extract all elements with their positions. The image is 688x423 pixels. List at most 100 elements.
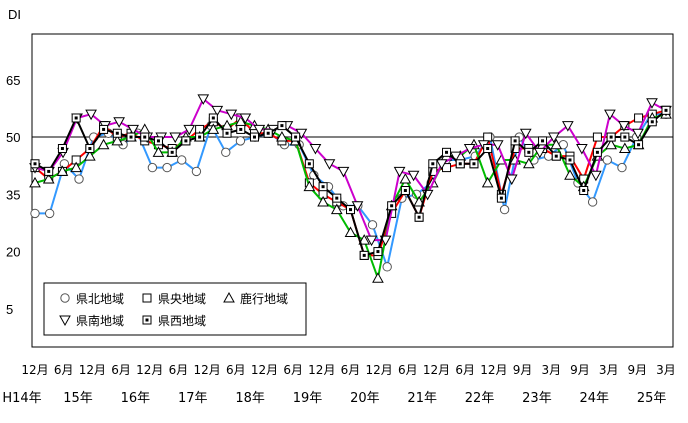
legend-marker xyxy=(59,315,71,327)
data-point xyxy=(30,159,40,169)
x-year-label: 20年 xyxy=(350,391,380,406)
data-point xyxy=(505,174,518,186)
data-point xyxy=(99,124,109,134)
data-point xyxy=(358,234,371,245)
data-point xyxy=(303,180,316,192)
x-year-tick-labels: H14年15年16年17年18年19年20年21年22年23年24年25年26年 xyxy=(2,391,666,406)
data-point xyxy=(365,235,378,247)
data-point xyxy=(181,136,191,146)
data-point xyxy=(97,138,110,150)
data-point xyxy=(57,144,67,154)
data-point xyxy=(263,128,273,138)
data-point xyxy=(399,173,412,184)
data-point xyxy=(276,131,288,142)
data-point xyxy=(183,124,196,136)
data-point xyxy=(330,203,343,215)
legend-marker xyxy=(142,293,152,303)
x-month-label: 12月 xyxy=(193,363,220,377)
legend-item: 県北地域 xyxy=(60,292,124,306)
data-point xyxy=(538,136,548,146)
y-tick-label: 5 xyxy=(6,302,13,317)
data-point xyxy=(428,159,438,169)
data-point xyxy=(167,147,177,157)
data-point xyxy=(152,146,165,157)
data-point xyxy=(323,159,336,170)
x-year-label: 19年 xyxy=(293,391,323,406)
legend-item: 県央地域 xyxy=(142,292,206,306)
data-point xyxy=(126,132,136,142)
data-point xyxy=(197,94,210,105)
data-point xyxy=(207,123,220,134)
data-point xyxy=(211,105,224,117)
legend-label: 県北地域 xyxy=(76,292,124,306)
data-point xyxy=(85,144,95,154)
data-point xyxy=(435,159,448,170)
x-year-label: 21年 xyxy=(407,391,437,406)
legend-label: 県南地域 xyxy=(76,313,124,328)
data-point xyxy=(561,121,574,132)
legend-marker xyxy=(142,315,152,325)
data-point xyxy=(84,150,96,161)
x-month-tick-labels: 12月 6月 12月 6月 12月 6月 12月 6月 12月 6月 12月 6月 12月 6月 12月 6月… xyxy=(21,363,675,377)
x-month-label: 9月 xyxy=(570,363,590,377)
data-point xyxy=(44,166,54,176)
data-point xyxy=(469,159,479,169)
data-point xyxy=(400,186,410,195)
x-month-label: 12月 xyxy=(136,363,163,377)
data-point xyxy=(522,157,535,169)
data-point xyxy=(565,155,575,165)
data-point xyxy=(579,186,589,195)
data-point xyxy=(71,113,81,123)
data-point xyxy=(318,182,328,192)
data-point xyxy=(510,136,520,146)
data-point xyxy=(387,201,397,211)
data-point xyxy=(491,140,504,151)
data-point xyxy=(550,138,563,150)
data-point xyxy=(587,197,598,207)
data-point xyxy=(153,136,163,146)
plot-area xyxy=(31,33,674,348)
x-month-label: 3月 xyxy=(541,363,561,377)
data-point xyxy=(239,113,252,125)
data-point xyxy=(379,235,392,247)
data-point xyxy=(442,147,452,157)
data-point xyxy=(56,165,69,176)
legend-item: 鹿行地域 xyxy=(223,291,288,306)
data-point xyxy=(592,132,602,142)
data-point xyxy=(147,162,158,173)
data-point xyxy=(564,169,576,180)
data-point xyxy=(547,132,560,144)
y-tick-labels: 5 20 35 50 65 xyxy=(6,73,20,317)
data-point xyxy=(606,132,616,142)
data-point xyxy=(169,132,182,144)
legend-label: 鹿行地域 xyxy=(240,291,288,306)
data-point xyxy=(373,247,383,257)
data-point xyxy=(42,173,55,184)
x-year-label: 16年 xyxy=(121,391,151,406)
data-point xyxy=(309,144,322,155)
data-point xyxy=(519,128,532,140)
data-point xyxy=(646,98,658,109)
x-month-label: 6月 xyxy=(169,363,189,377)
data-point xyxy=(618,142,631,154)
y-tick-label: 20 xyxy=(6,245,20,260)
data-point xyxy=(113,117,125,128)
data-point xyxy=(221,147,231,158)
data-point xyxy=(222,128,232,138)
data-point xyxy=(138,123,151,134)
x-month-label: 9月 xyxy=(627,363,647,377)
x-month-label: 12月 xyxy=(251,363,278,377)
data-point xyxy=(407,170,420,182)
x-month-label: 3月 xyxy=(656,363,676,377)
data-point xyxy=(632,128,644,140)
data-point xyxy=(524,147,534,157)
y-tick-label: 65 xyxy=(6,73,20,88)
x-month-label: 6月 xyxy=(398,363,418,377)
data-point xyxy=(74,174,84,184)
legend-label: 県西地域 xyxy=(158,314,206,328)
series-5 xyxy=(30,105,671,260)
data-point xyxy=(617,162,627,173)
x-month-label: 6月 xyxy=(54,363,74,377)
data-point xyxy=(195,132,205,142)
legend-item: 県西地域 xyxy=(142,314,206,328)
